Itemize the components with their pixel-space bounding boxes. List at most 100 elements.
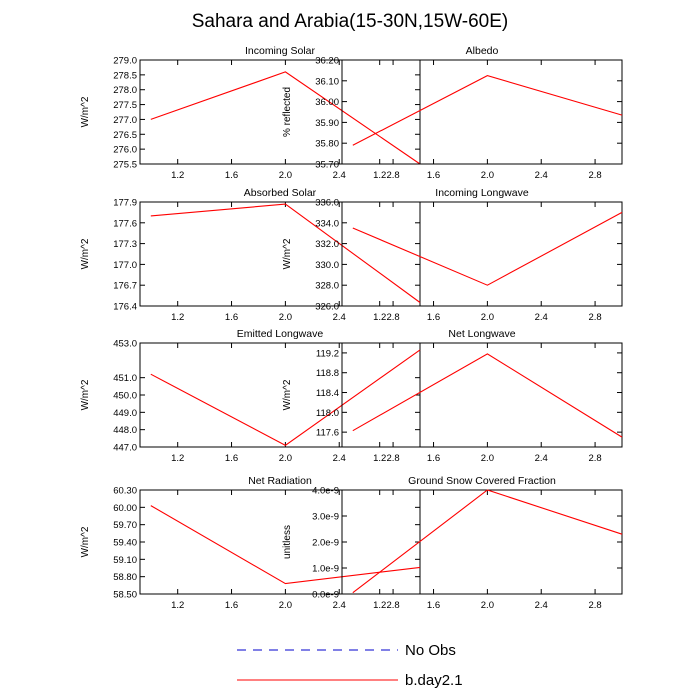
y-tick-label: 59.10 — [113, 555, 137, 566]
y-axis-label: % reflected — [282, 87, 293, 137]
y-tick-label: 60.00 — [113, 503, 137, 514]
y-tick-label: 4.0e-9 — [312, 486, 339, 497]
y-tick-label: 3.0e-9 — [312, 512, 339, 523]
panel-3: Absorbed Solar 176.4 176.7 177.0 177.3 177.6 1… — [80, 187, 421, 323]
x-tick-label: 1.6 — [225, 170, 238, 181]
y-tick-label: 448.0 — [113, 425, 137, 436]
x-tick-label: 2.0 — [481, 170, 494, 181]
x-tick-label: 2.4 — [333, 453, 346, 464]
panel-7: Net Radiation 58.50 58.80 59.10 59.40 59.70 60… — [80, 475, 421, 611]
y-tick-label: 328.0 — [315, 281, 339, 292]
x-tick-label: 2.4 — [535, 170, 548, 181]
y-tick-label: 279.0 — [113, 56, 137, 67]
y-tick-label: 450.0 — [113, 391, 137, 402]
x-tick-label: 2.0 — [279, 170, 292, 181]
y-tick-label: 451.0 — [113, 373, 137, 384]
panel-title: Net Radiation — [248, 475, 312, 487]
x-tick-label: 2.8 — [588, 170, 601, 181]
y-tick-label: 60.30 — [113, 486, 137, 497]
y-tick-label: 36.20 — [315, 56, 339, 67]
x-tick-label: 2.4 — [535, 600, 548, 611]
y-tick-label: 336.0 — [315, 198, 339, 209]
plot-frame — [139, 59, 421, 165]
x-tick-label: 2.8 — [588, 600, 601, 611]
x-tick-label: 2.0 — [481, 312, 494, 323]
y-tick-label: 58.50 — [113, 590, 137, 601]
plot-frame — [341, 201, 623, 307]
y-tick-label: 119.2 — [316, 348, 339, 359]
x-tick-label: 2.4 — [333, 170, 346, 181]
y-tick-label: 177.6 — [113, 218, 137, 229]
y-tick-label: 330.0 — [315, 260, 339, 271]
y-tick-label: 276.0 — [113, 145, 137, 156]
x-tick-label: 2.8 — [386, 170, 399, 181]
series-line — [352, 353, 623, 438]
x-tick-label: 1.6 — [225, 453, 238, 464]
y-tick-label: 118.8 — [316, 368, 339, 379]
x-tick-label: 2.0 — [279, 312, 292, 323]
y-tick-label: 117.6 — [316, 428, 339, 439]
y-tick-label: 277.0 — [113, 115, 137, 126]
y-tick-label: 176.7 — [113, 281, 137, 292]
y-axis-label: W/m^2 — [80, 379, 91, 410]
x-tick-label: 1.2 — [171, 312, 184, 323]
plot-frame — [341, 489, 623, 595]
x-tick-label: 1.2 — [373, 453, 386, 464]
x-tick-label: 2.4 — [535, 453, 548, 464]
y-axis-label: W/m^2 — [80, 238, 91, 269]
figure-title: Sahara and Arabia(15-30N,15W-60E) — [192, 11, 509, 32]
y-tick-label: 453.0 — [113, 339, 137, 350]
series-line — [150, 349, 421, 446]
y-tick-label: 59.70 — [113, 520, 137, 531]
y-tick-label: 35.70 — [315, 160, 339, 171]
y-tick-label: 2.0e-9 — [312, 538, 339, 549]
y-tick-label: 35.90 — [315, 118, 339, 129]
panel-1: Incoming Solar 275.5 276.0 276.5 277.0 277.5 2… — [80, 45, 421, 181]
x-tick-label: 2.0 — [279, 453, 292, 464]
y-axis-label: W/m^2 — [80, 526, 91, 557]
x-tick-label: 2.0 — [481, 600, 494, 611]
panel-title: Emitted Longwave — [237, 328, 324, 340]
plot-frame — [341, 342, 623, 448]
series-line — [352, 489, 623, 594]
y-axis-label: W/m^2 — [80, 96, 91, 127]
x-tick-label: 1.6 — [427, 312, 440, 323]
x-tick-label: 1.2 — [373, 312, 386, 323]
y-tick-label: 275.5 — [113, 160, 137, 171]
series-line — [150, 203, 421, 303]
y-tick-label: 59.40 — [113, 538, 137, 549]
x-tick-label: 2.4 — [333, 600, 346, 611]
plot-frame — [139, 489, 421, 595]
y-tick-label: 326.0 — [315, 302, 339, 313]
y-tick-label: 278.5 — [113, 70, 137, 81]
plot-frame — [139, 342, 421, 448]
y-tick-label: 36.00 — [315, 97, 339, 108]
panel-title: Incoming Solar — [245, 45, 316, 57]
y-tick-label: 277.5 — [113, 100, 137, 111]
x-tick-label: 2.8 — [386, 312, 399, 323]
x-tick-label: 1.2 — [373, 170, 386, 181]
x-tick-label: 1.6 — [427, 600, 440, 611]
panel-8: Ground Snow Covered Fraction 0.0e-9 1.0e-9… — [282, 475, 623, 611]
x-tick-label: 1.2 — [171, 453, 184, 464]
x-tick-label: 2.8 — [386, 453, 399, 464]
y-tick-label: 278.0 — [113, 85, 137, 96]
panel-title: Ground Snow Covered Fraction — [408, 475, 556, 487]
panel-2: Albedo 35.70 35.80 35.90 36.00 36.10 36.20 1.2 1… — [282, 45, 623, 181]
legend: No Obs b.day2.1 — [237, 642, 463, 689]
x-tick-label: 2.4 — [333, 312, 346, 323]
y-tick-label: 332.0 — [315, 239, 339, 250]
y-tick-label: 334.0 — [315, 218, 339, 229]
x-tick-label: 2.8 — [588, 312, 601, 323]
y-tick-label: 58.80 — [113, 572, 137, 583]
legend-no-obs-label: No Obs — [405, 642, 456, 659]
y-tick-label: 276.5 — [113, 130, 137, 141]
series-line — [150, 505, 421, 585]
x-tick-label: 2.8 — [386, 600, 399, 611]
x-tick-label: 1.2 — [171, 600, 184, 611]
y-tick-label: 177.3 — [113, 239, 137, 250]
x-tick-label: 1.6 — [225, 600, 238, 611]
plot-frame — [341, 59, 623, 165]
plot-frame — [139, 201, 421, 307]
